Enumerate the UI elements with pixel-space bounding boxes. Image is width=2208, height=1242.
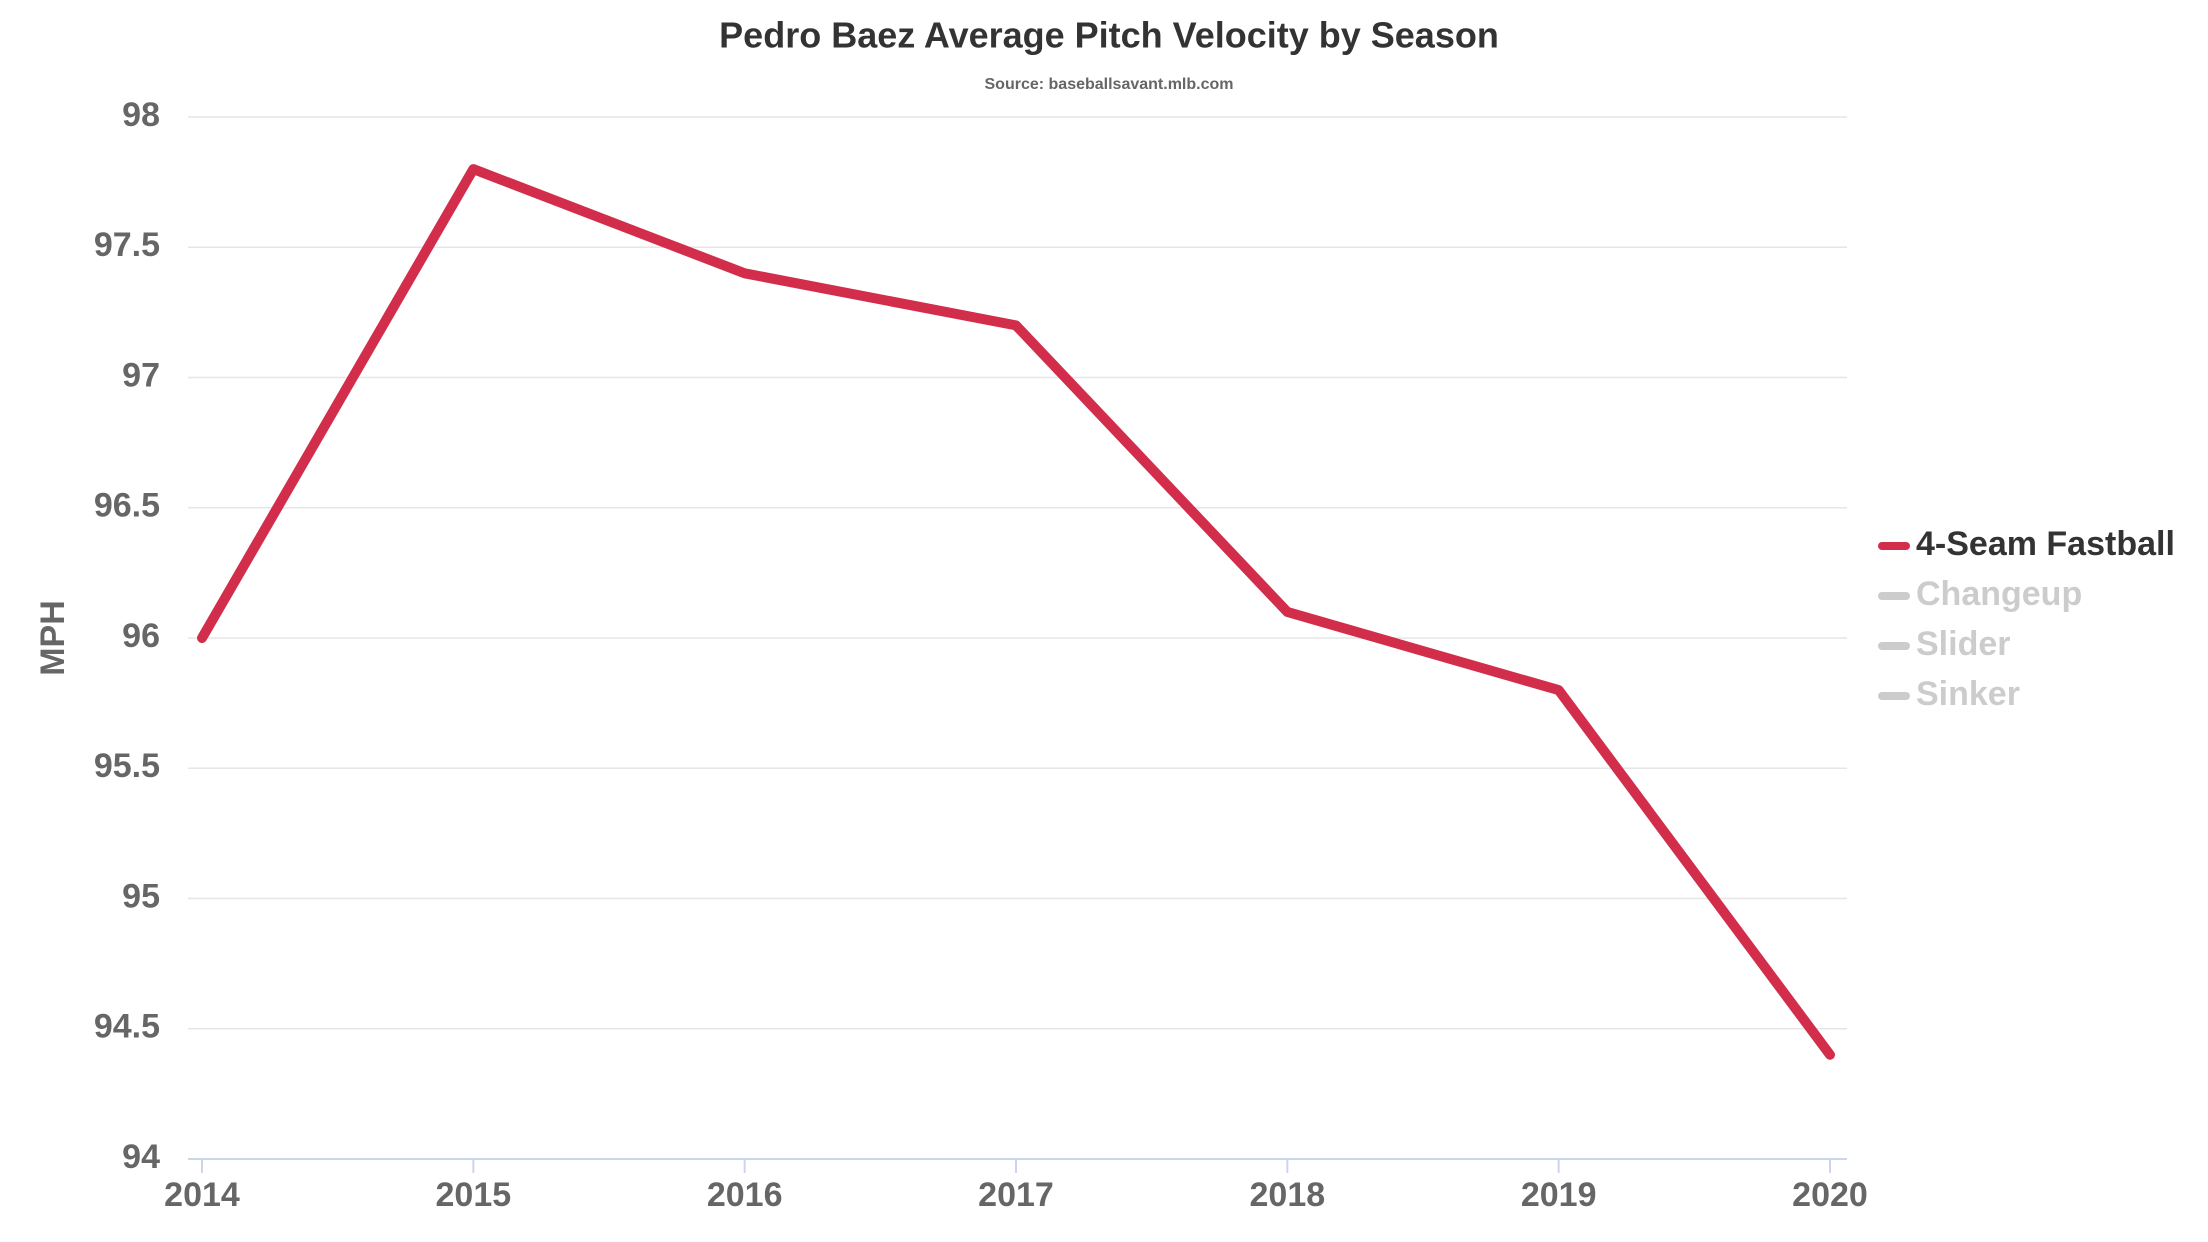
x-tick-label: 2015 xyxy=(436,1176,512,1214)
y-tick-label: 94.5 xyxy=(94,1008,160,1046)
legend-label[interactable]: Slider xyxy=(1916,625,2010,663)
y-tick-label: 97.5 xyxy=(94,226,160,264)
y-tick-label: 97 xyxy=(122,356,160,394)
series-line xyxy=(197,164,1835,1060)
x-tick-label: 2014 xyxy=(164,1176,240,1214)
y-tick-label: 98 xyxy=(122,96,160,134)
legend-label[interactable]: 4-Seam Fastball xyxy=(1916,525,2175,563)
y-axis-label: MPH xyxy=(34,600,72,676)
y-tick-label: 95.5 xyxy=(94,747,160,785)
x-tick-label: 2017 xyxy=(978,1176,1054,1214)
y-tick-label: 96 xyxy=(122,617,160,655)
chart-subtitle: Source: baseballsavant.mlb.com xyxy=(985,76,1234,93)
x-tick-label: 2020 xyxy=(1792,1176,1868,1214)
y-tick-label: 95 xyxy=(122,877,160,915)
y-tick-label: 96.5 xyxy=(94,487,160,525)
x-tick-label: 2018 xyxy=(1250,1176,1326,1214)
legend-label[interactable]: Sinker xyxy=(1916,675,2020,713)
x-tick-label: 2019 xyxy=(1521,1176,1597,1214)
y-tick-label: 94 xyxy=(122,1138,160,1176)
x-tick-label: 2016 xyxy=(707,1176,783,1214)
chart-title: Pedro Baez Average Pitch Velocity by Sea… xyxy=(719,15,1499,56)
legend-label[interactable]: Changeup xyxy=(1916,575,2082,613)
